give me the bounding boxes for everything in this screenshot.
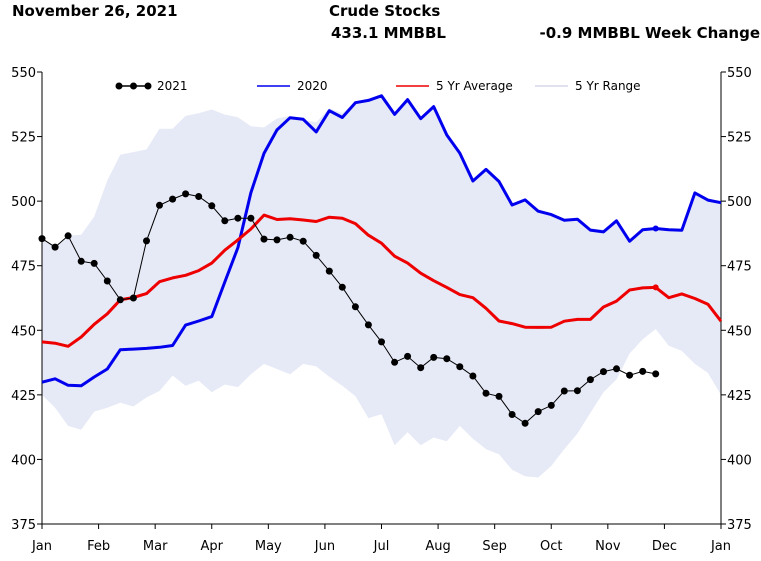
series-2021-point	[351, 303, 359, 311]
x-tick-label-may-4: May	[255, 539, 282, 554]
series-5yr-average-current-week-dot	[652, 284, 659, 291]
series-2021-point	[417, 364, 425, 372]
series-2020-line	[41, 94, 722, 388]
series-2021-point	[443, 355, 451, 363]
chart-title: Crude Stocks	[329, 2, 441, 20]
y-tick-label-right-400: 400	[727, 453, 752, 468]
legend: 2021 2020 5 Yr Average 5 Yr Range	[115, 79, 641, 93]
y-tick-label-right-550: 550	[727, 66, 752, 81]
series-2021-point	[143, 237, 150, 245]
legend-2021-marker	[130, 82, 137, 90]
series-2021-point	[652, 370, 660, 378]
series-2021-point	[169, 195, 177, 203]
series-2021-point	[182, 190, 190, 198]
series-2021-point	[325, 267, 333, 275]
series-2021-point	[456, 363, 464, 371]
series-2021-point	[247, 214, 255, 222]
series-2021-point	[129, 294, 137, 302]
x-tick-label-jan-12: Jan	[710, 539, 731, 554]
y-tick-label-left-425: 425	[11, 389, 36, 404]
x-tick-label-oct-9: Oct	[540, 539, 562, 554]
series-2021-point	[600, 368, 607, 376]
series-2021-point	[221, 217, 229, 225]
series-2021-point	[573, 387, 581, 395]
x-tick-label-dec-11: Dec	[652, 539, 677, 554]
series-2021-point	[299, 237, 307, 245]
y-tick-label-left-500: 500	[11, 195, 36, 210]
series-2021-point	[51, 243, 59, 251]
series-2021-point	[586, 376, 594, 384]
series-2021-point	[64, 232, 72, 240]
series-2021-point	[521, 419, 529, 427]
series-2021-point	[495, 392, 503, 400]
series-2021-point	[260, 235, 268, 243]
week-change-value: -0.9 MMBBL Week Change	[539, 24, 760, 42]
series-2021-point	[38, 235, 46, 243]
series-2021-point	[430, 353, 438, 361]
y-tick-label-right-425: 425	[727, 389, 752, 404]
series-2021-point	[312, 251, 320, 259]
y-tick-label-right-375: 375	[727, 518, 752, 533]
series-2021-point	[482, 389, 490, 397]
legend-2020-label: 2020	[297, 79, 328, 93]
five-year-range-band	[42, 95, 721, 478]
series-2021-point	[508, 411, 516, 418]
y-tick-label-left-525: 525	[11, 131, 36, 146]
series-2021-point	[234, 214, 242, 222]
legend-2021-label: 2021	[157, 79, 188, 93]
legend-2021-marker	[144, 82, 152, 90]
series-2021-point	[639, 367, 647, 375]
y-tick-label-left-400: 400	[11, 453, 36, 468]
x-tick-label-mar-2: Mar	[143, 539, 168, 554]
series-2021-point	[364, 321, 372, 329]
series-2021-point	[404, 352, 412, 360]
series-2021-point	[103, 277, 111, 285]
series-2021-point	[195, 193, 203, 200]
y-tick-label-right-500: 500	[727, 195, 752, 210]
x-tick-label-aug-7: Aug	[425, 539, 450, 554]
y-tick-label-right-475: 475	[727, 260, 752, 275]
series-2021-point	[208, 202, 216, 210]
legend-5yr-average-label: 5 Yr Average	[436, 79, 513, 93]
y-tick-label-right-525: 525	[727, 131, 752, 146]
series-2021-point	[286, 233, 294, 241]
y-tick-label-left-375: 375	[11, 518, 36, 533]
series-2021-point	[378, 338, 385, 346]
y-tick-label-left-450: 450	[11, 324, 36, 339]
legend-2021-marker	[115, 82, 123, 90]
series-2021-point	[90, 259, 98, 267]
series-2021-point	[391, 358, 399, 366]
y-tick-label-right-450: 450	[727, 324, 752, 339]
axes-layer: 375 375 400 400 425 425 450 450 475 475 500 500 525 5…	[11, 66, 752, 554]
series-2021-point	[469, 372, 477, 380]
x-tick-label-jan-0: Jan	[31, 539, 52, 554]
series-2021-point	[560, 387, 568, 395]
y-tick-label-left-475: 475	[11, 260, 36, 275]
series-2020-current-week-dot	[652, 225, 659, 232]
x-tick-label-sep-8: Sep	[482, 539, 507, 554]
series-2021-point	[534, 408, 542, 416]
series-2021-point	[626, 371, 634, 379]
series-2021-point	[116, 296, 124, 304]
series-2021-point	[547, 401, 555, 409]
report-date: November 26, 2021	[12, 2, 178, 20]
range-band-layer	[42, 95, 721, 478]
series-2021-point	[77, 257, 85, 265]
current-stocks-value: 433.1 MMBBL	[331, 24, 446, 42]
x-tick-label-jun-5: Jun	[314, 539, 335, 554]
x-tick-label-jul-6: Jul	[373, 539, 390, 554]
x-tick-label-apr-3: Apr	[201, 539, 224, 554]
y-tick-label-left-550: 550	[11, 66, 36, 81]
series-2021-point	[338, 283, 346, 291]
series-2021-point	[613, 365, 620, 373]
series-layer	[38, 94, 723, 427]
series-2021-point	[156, 201, 163, 209]
legend-5yr-range-label: 5 Yr Range	[575, 79, 641, 93]
series-2021-point	[273, 236, 281, 244]
x-tick-label-nov-10: Nov	[595, 539, 621, 554]
x-tick-label-feb-1: Feb	[87, 539, 110, 554]
series-5yr-average-line	[41, 213, 723, 348]
